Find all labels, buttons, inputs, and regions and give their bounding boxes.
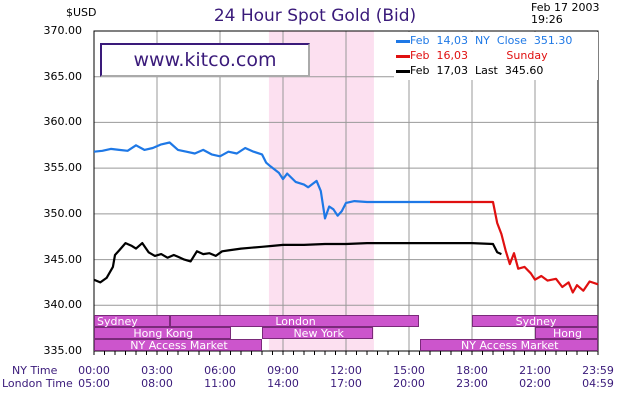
x-tick-label-london: 05:00: [78, 377, 110, 390]
session-bar: London: [169, 315, 420, 328]
x-tick-label-london: 20:00: [393, 377, 425, 390]
x-tick-label-london: 23:00: [456, 377, 488, 390]
x-tick-label-ny: 09:00: [267, 364, 299, 377]
session-bar: Hong Kong: [94, 327, 231, 340]
timestamp-date: Feb 17 2003: [531, 1, 600, 14]
legend-swatch: [396, 54, 410, 58]
session-bar: New York: [262, 327, 374, 340]
chart-title: 24 Hour Spot Gold (Bid): [213, 6, 417, 26]
session-bar: NY Access Market: [419, 339, 598, 352]
x-tick-label-london: 02:00: [519, 377, 551, 390]
y-axis-unit: $USD: [66, 6, 97, 19]
x-tick-label-ny: 03:00: [141, 364, 173, 377]
ny-time-label: NY Time: [12, 364, 58, 377]
legend: Feb 14,03 NY Close 351.30 Feb 16,03 Sunda…: [394, 32, 598, 80]
x-tick-label-ny: 18:00: [456, 364, 488, 377]
legend-entry: Feb 16,03 Sunday: [396, 49, 548, 63]
x-tick-label-london: 08:00: [141, 377, 173, 390]
session-bar: Hong Kong: [535, 327, 598, 352]
series-line-1: [93, 141, 430, 220]
plot-border: [93, 30, 599, 352]
y-tick-label: 345.00: [43, 252, 83, 266]
legend-entry: Feb 17,03 Last 345.60: [396, 64, 543, 78]
watermark-logo: www.kitco.com: [100, 43, 310, 77]
x-tick-label-london: 14:00: [267, 377, 299, 390]
x-tick-label-ny: 06:00: [204, 364, 236, 377]
x-tick-label-ny: 21:00: [519, 364, 551, 377]
x-tick-label-ny: 00:00: [78, 364, 110, 377]
legend-label: Feb 14,03 NY Close 351.30: [410, 34, 573, 47]
timestamp: Feb 17 2003 19:26: [531, 2, 599, 26]
legend-swatch: [396, 39, 410, 43]
series-line-2: [430, 200, 599, 294]
legend-swatch: [396, 69, 410, 73]
session-bar: Sydney: [472, 315, 598, 328]
legend-label: Feb 17,03 Last 345.60: [410, 64, 544, 77]
x-tick-label-ny: 23:59: [582, 364, 614, 377]
timestamp-time: 19:26: [531, 13, 563, 26]
x-tick-label-london: 11:00: [204, 377, 236, 390]
session-bar: NY Access Market: [94, 339, 262, 352]
y-tick-label: 360.00: [43, 115, 83, 129]
y-tick-label: 350.00: [43, 206, 83, 220]
legend-entry: Feb 14,03 NY Close 351.30: [396, 34, 572, 48]
y-tick-label: 365.00: [43, 69, 83, 83]
session-bar: Sydney: [94, 315, 170, 328]
y-tick-label: 335.00: [43, 344, 83, 357]
y-tick-label: 340.00: [43, 298, 83, 312]
x-tick-label-london: 04:59: [582, 377, 614, 390]
x-tick-label-london: 17:00: [330, 377, 362, 390]
london-time-label: London Time: [2, 377, 73, 390]
y-tick-label: 355.00: [43, 161, 83, 175]
series-line-3: [93, 242, 502, 284]
y-tick-label: 370.00: [43, 24, 83, 37]
x-tick-label-ny: 15:00: [393, 364, 425, 377]
x-tick-label-ny: 12:00: [330, 364, 362, 377]
legend-label: Feb 16,03 Sunday: [410, 49, 548, 62]
